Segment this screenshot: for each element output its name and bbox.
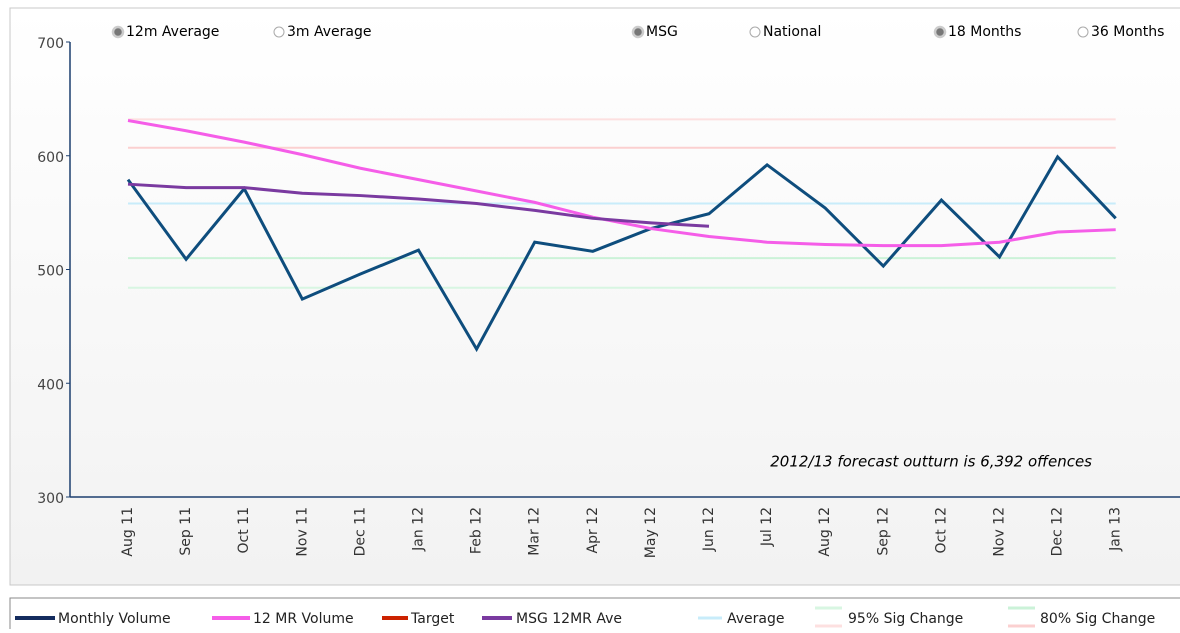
y-tick-label: 600 (37, 150, 64, 166)
series-line (127, 119, 1116, 248)
radio-button[interactable] (631, 25, 645, 39)
radio-label[interactable]: MSG (646, 24, 678, 40)
x-tick-label: May 12 (643, 507, 659, 558)
x-tick-label: Feb 12 (469, 507, 485, 554)
y-tick-label: 300 (37, 491, 64, 507)
legend-box (9, 597, 1180, 633)
x-tick-label: Mar 12 (527, 507, 543, 556)
radio-label[interactable]: 3m Average (287, 24, 372, 40)
x-tick-label: Nov 11 (294, 507, 310, 557)
y-tick-label: 700 (37, 36, 64, 52)
x-tick-label: Nov 12 (992, 507, 1008, 557)
chart-frame (9, 7, 1180, 586)
legend-label: MSG 12MR Ave (516, 611, 622, 627)
x-tick-label: Oct 12 (933, 507, 949, 553)
series-line (126, 154, 1117, 353)
legend-label: Average (727, 611, 785, 627)
radio-label[interactable]: 36 Months (1091, 24, 1164, 40)
radio-label[interactable]: 18 Months (948, 24, 1021, 40)
legend-label: Monthly Volume (58, 611, 171, 627)
radio-button[interactable] (933, 25, 947, 39)
radio-button[interactable] (749, 26, 761, 38)
legend-label: 80% Sig Change (1040, 611, 1155, 627)
legend-label: Target (410, 611, 455, 627)
x-tick-label: Dec 11 (352, 507, 368, 556)
y-tick-label: 500 (37, 264, 64, 280)
radio-label[interactable]: National (763, 24, 821, 40)
legend-label: 95% Sig Change (848, 611, 963, 627)
radio-label[interactable]: 12m Average (126, 24, 219, 40)
y-tick-label: 400 (37, 377, 64, 393)
x-tick-label: Aug 12 (817, 507, 833, 557)
x-tick-label: Oct 11 (236, 507, 252, 553)
x-tick-label: Dec 12 (1050, 507, 1066, 556)
x-tick-label: Sep 12 (875, 507, 891, 556)
x-tick-label: Aug 11 (120, 507, 136, 557)
annotation: 2012/13 forecast outturn is 6,392 offenc… (770, 453, 1092, 471)
x-tick-label: Jun 12 (701, 507, 717, 552)
radio-button[interactable] (273, 26, 285, 38)
series-line (127, 182, 710, 228)
radio-button[interactable] (1077, 26, 1089, 38)
x-tick-label: Sep 11 (178, 507, 194, 556)
x-tick-label: Jan 13 (1108, 507, 1124, 552)
x-tick-label: Apr 12 (585, 507, 601, 553)
x-tick-label: Jul 12 (759, 507, 775, 547)
radio-button[interactable] (111, 25, 125, 39)
legend-label: 12 MR Volume (253, 611, 354, 627)
x-tick-label: Jan 12 (411, 507, 427, 552)
